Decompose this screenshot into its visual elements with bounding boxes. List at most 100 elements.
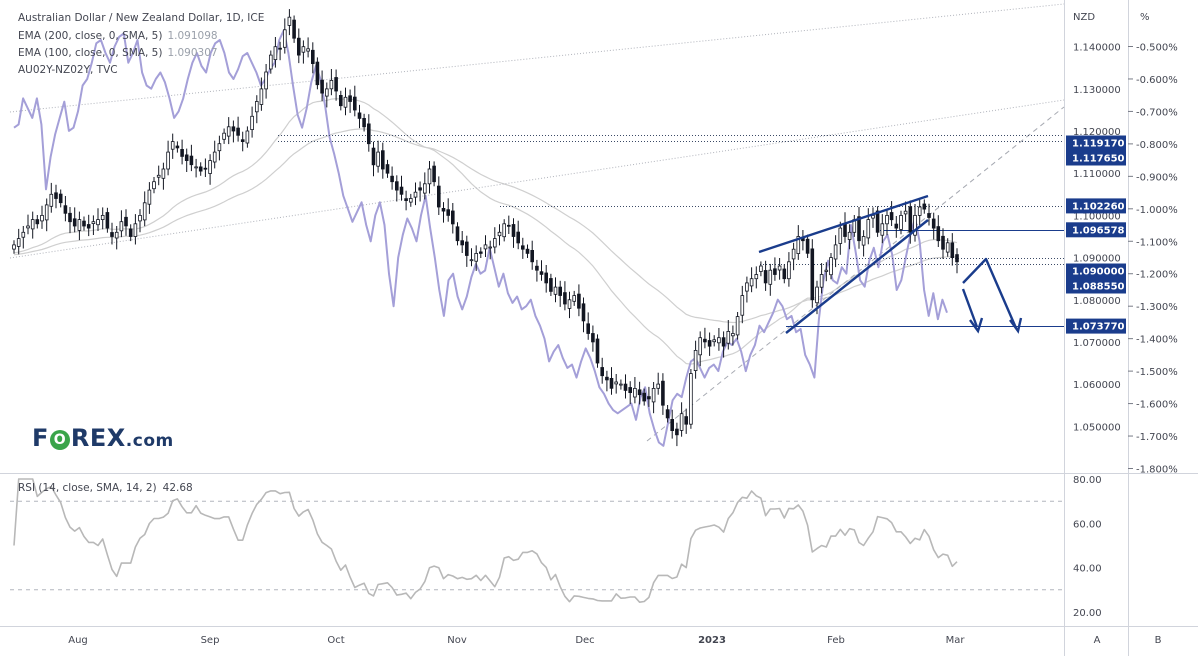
time-tick-label: 2023 — [698, 635, 726, 646]
candle-body — [530, 249, 534, 263]
candle-body — [703, 338, 707, 343]
candle — [497, 224, 502, 246]
candle — [712, 335, 716, 347]
candle — [796, 225, 801, 260]
candle — [927, 203, 931, 226]
pct-tick-label: -0.700% — [1136, 107, 1178, 118]
candle — [16, 228, 21, 255]
candle-body — [231, 126, 236, 132]
candle — [259, 77, 264, 111]
scale-b-button[interactable]: B — [1155, 635, 1162, 646]
candle-body — [110, 232, 114, 237]
candle — [838, 221, 843, 255]
candle — [343, 87, 348, 116]
candle — [539, 260, 544, 281]
candle-body — [208, 160, 212, 174]
candle-body — [600, 367, 604, 377]
candle-body — [184, 154, 189, 161]
candle-body — [413, 191, 418, 198]
candle-body — [768, 269, 773, 285]
candle — [422, 172, 427, 200]
pct-tick-label: -0.800% — [1136, 140, 1178, 151]
time-tick-label: Sep — [201, 635, 220, 646]
candle-body — [68, 212, 72, 223]
candle-body — [86, 224, 91, 229]
candle-body — [54, 192, 58, 199]
candle — [492, 227, 497, 254]
candle — [250, 106, 254, 138]
candle — [35, 215, 40, 229]
candle — [829, 253, 833, 280]
pct-tick-label: -1.600% — [1136, 400, 1178, 411]
candle — [847, 224, 852, 250]
candle-body — [684, 416, 688, 425]
candle-body — [754, 274, 759, 280]
candle-body — [105, 212, 110, 229]
candle — [628, 381, 632, 404]
candle-body — [58, 193, 63, 204]
candle-body — [516, 231, 520, 244]
candle-body — [889, 212, 894, 221]
candle-body — [497, 231, 502, 237]
candle — [44, 198, 49, 232]
candle-body — [661, 380, 665, 406]
candle-body — [418, 187, 422, 191]
candle-body — [315, 61, 320, 86]
candle — [324, 82, 329, 108]
candle — [777, 258, 782, 280]
candle — [600, 357, 604, 384]
price-tag-label: 1.117650 — [1072, 154, 1125, 165]
candle — [226, 117, 231, 145]
candle — [446, 198, 450, 222]
candle — [464, 235, 469, 267]
candle-body — [922, 203, 927, 210]
pct-tick-label: -1.800% — [1136, 465, 1178, 476]
candle — [819, 263, 824, 294]
scale-a-button[interactable]: A — [1094, 635, 1101, 646]
projection-arrow-head — [1009, 317, 1023, 334]
candle-body — [198, 166, 203, 172]
candle-body — [240, 139, 245, 142]
candle-body — [614, 381, 618, 385]
candle — [549, 273, 553, 296]
candle-body — [441, 207, 446, 212]
candle-body — [623, 383, 628, 391]
candle — [735, 312, 740, 340]
candle — [633, 377, 637, 404]
channel-line-lower — [9, 99, 1065, 259]
logo-letter-f: F — [32, 424, 49, 452]
candle — [782, 264, 787, 284]
candle-body — [189, 155, 194, 166]
candle-body — [133, 223, 138, 237]
candle — [684, 408, 688, 434]
candle — [175, 141, 180, 153]
time-tick-label: Nov — [447, 635, 467, 646]
candle — [866, 208, 871, 245]
rsi-tick-label: 20.00 — [1073, 608, 1102, 619]
candle-body — [899, 214, 903, 230]
candle-body — [390, 175, 394, 183]
candle-body — [492, 238, 497, 248]
pct-tick-label: -1.100% — [1136, 237, 1178, 248]
candle — [516, 220, 520, 250]
forex-logo: F O REX.com — [32, 424, 174, 452]
candles — [12, 9, 959, 447]
price-tag-bg — [1066, 263, 1126, 279]
candle-body — [222, 132, 226, 140]
candle — [488, 240, 492, 260]
candle-body — [726, 330, 731, 344]
rsi-tick-label: 40.00 — [1073, 564, 1102, 575]
candle-body — [875, 210, 880, 233]
candle — [768, 263, 773, 296]
candle — [609, 367, 614, 395]
candle-body — [591, 333, 595, 343]
candle-body — [194, 166, 198, 169]
candle-body — [572, 295, 576, 302]
candle-body — [44, 204, 49, 221]
ema100-value: 1.090307 — [167, 47, 218, 59]
candle — [703, 327, 707, 349]
price-tag-label: 1.096578 — [1072, 225, 1125, 236]
pct-tick-label: -0.600% — [1136, 75, 1178, 86]
candle — [689, 369, 693, 429]
